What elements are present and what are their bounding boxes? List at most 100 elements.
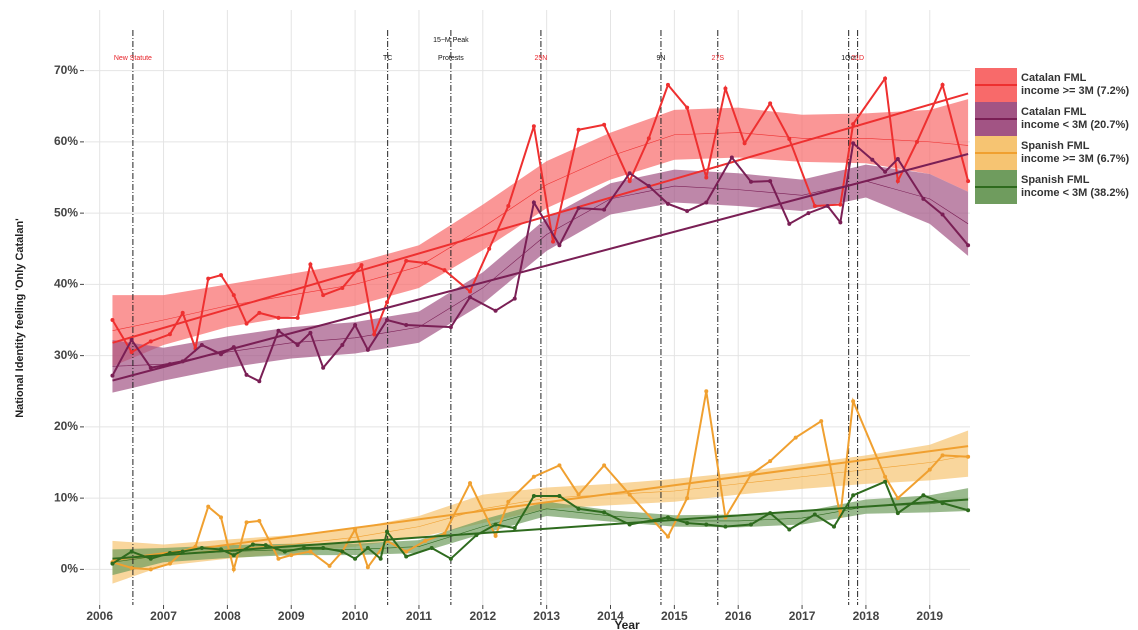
y-tick-label: 50% bbox=[54, 205, 78, 219]
legend-swatch bbox=[975, 170, 1017, 204]
point bbox=[704, 389, 709, 394]
legend-item: Spanish FML income >= 3M (6.7%) bbox=[975, 136, 1135, 170]
point bbox=[812, 204, 817, 208]
point bbox=[129, 337, 134, 342]
point bbox=[895, 496, 900, 501]
point bbox=[219, 547, 224, 552]
point bbox=[423, 538, 428, 543]
confidence-band bbox=[112, 99, 969, 367]
point bbox=[883, 479, 888, 484]
point bbox=[327, 563, 332, 568]
legend-item: Catalan FML income >= 3M (7.2%) bbox=[975, 68, 1135, 102]
x-tick-label: 2013 bbox=[533, 609, 560, 623]
legend-label: Spanish FML income < 3M (38.2%) bbox=[1021, 174, 1129, 199]
confidence-band bbox=[112, 164, 969, 393]
point bbox=[665, 82, 670, 87]
point bbox=[921, 196, 926, 201]
point bbox=[557, 243, 562, 248]
point bbox=[365, 565, 370, 570]
point bbox=[244, 321, 249, 326]
legend-label: Catalan FML income >= 3M (7.2%) bbox=[1021, 72, 1130, 97]
x-tick-label: 2006 bbox=[86, 609, 113, 623]
point bbox=[468, 289, 473, 294]
event-label: New Statute bbox=[114, 55, 152, 62]
y-tick-label: 70% bbox=[54, 63, 78, 77]
point bbox=[148, 339, 153, 344]
point bbox=[704, 522, 709, 527]
point bbox=[627, 492, 632, 497]
point bbox=[199, 546, 204, 550]
point bbox=[219, 273, 224, 278]
point bbox=[685, 496, 690, 501]
point bbox=[321, 546, 326, 550]
point bbox=[851, 493, 856, 498]
point bbox=[250, 542, 255, 547]
point bbox=[295, 342, 300, 347]
point bbox=[353, 556, 358, 561]
point bbox=[231, 567, 236, 572]
point bbox=[219, 352, 224, 357]
point bbox=[468, 481, 473, 486]
legend-item: Spanish FML income < 3M (38.2%) bbox=[975, 170, 1135, 204]
point bbox=[129, 565, 134, 570]
point bbox=[787, 137, 792, 142]
point bbox=[883, 169, 888, 174]
point bbox=[506, 204, 511, 208]
point bbox=[665, 515, 670, 520]
point bbox=[276, 556, 281, 561]
point bbox=[806, 211, 811, 216]
point bbox=[557, 493, 562, 498]
point bbox=[627, 522, 632, 527]
point bbox=[385, 318, 390, 322]
point bbox=[423, 261, 428, 265]
point bbox=[602, 207, 607, 212]
x-tick-label: 2009 bbox=[278, 609, 305, 623]
point bbox=[883, 474, 888, 479]
point bbox=[231, 553, 236, 558]
event-label: TC bbox=[383, 55, 392, 62]
point bbox=[685, 208, 690, 213]
point bbox=[110, 318, 115, 322]
point bbox=[646, 184, 651, 189]
point bbox=[787, 221, 792, 226]
confidence-band bbox=[112, 488, 969, 576]
trend-line bbox=[112, 498, 969, 560]
point bbox=[940, 82, 945, 87]
point bbox=[340, 549, 345, 554]
y-tick-label: 60% bbox=[54, 134, 78, 148]
x-tick-label: 2018 bbox=[853, 609, 880, 623]
legend-label: Spanish FML income >= 3M (6.7%) bbox=[1021, 140, 1130, 165]
point bbox=[167, 561, 172, 566]
point bbox=[199, 342, 204, 347]
point bbox=[365, 546, 370, 550]
x-tick-label: 2012 bbox=[469, 609, 496, 623]
point bbox=[838, 202, 843, 207]
point bbox=[685, 521, 690, 526]
event-label: 25N bbox=[534, 55, 547, 62]
point bbox=[206, 276, 211, 281]
point bbox=[838, 220, 843, 225]
point bbox=[308, 262, 313, 267]
point bbox=[474, 533, 479, 538]
point bbox=[257, 310, 262, 315]
point bbox=[895, 179, 900, 184]
point bbox=[129, 350, 134, 355]
point bbox=[940, 501, 945, 506]
point bbox=[940, 453, 945, 458]
legend-swatch bbox=[975, 68, 1017, 102]
point bbox=[812, 512, 817, 517]
point bbox=[531, 200, 536, 205]
point bbox=[340, 342, 345, 347]
x-tick-label: 2017 bbox=[789, 609, 816, 623]
point bbox=[883, 76, 888, 81]
point bbox=[966, 243, 971, 248]
point bbox=[231, 293, 236, 298]
x-tick-label: 2010 bbox=[342, 609, 369, 623]
point bbox=[167, 550, 172, 555]
point bbox=[646, 136, 651, 141]
point bbox=[748, 179, 753, 184]
point bbox=[627, 179, 632, 184]
point bbox=[512, 526, 517, 531]
point bbox=[448, 325, 453, 330]
point bbox=[665, 534, 670, 539]
